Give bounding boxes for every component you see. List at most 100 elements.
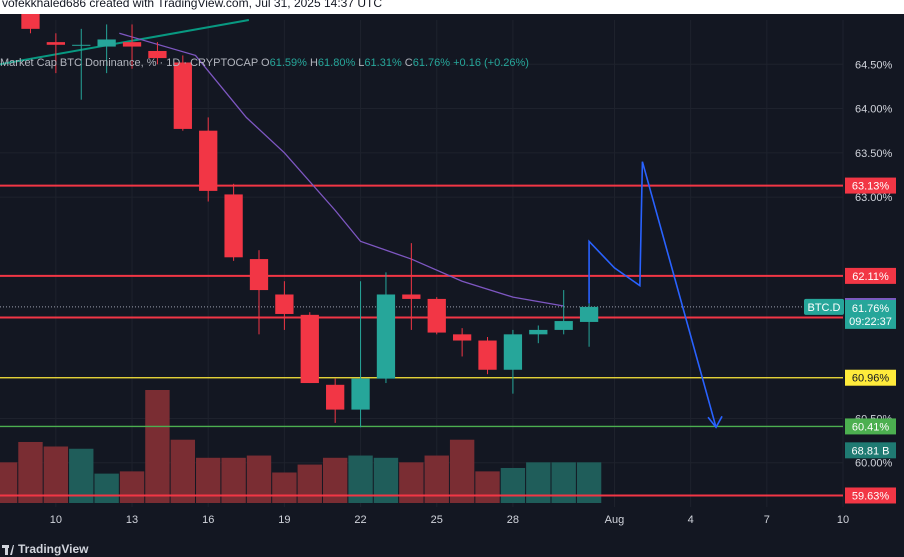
candle-body-4 (122, 42, 142, 47)
candle-body-13 (351, 378, 370, 410)
symbol-tag: BTC.D (808, 302, 841, 314)
legend-symbol: Market Cap BTC Dominance, % · 1D · CRYPT… (0, 57, 258, 69)
volume-bar-22 (526, 462, 551, 503)
volume-bar-1 (0, 462, 18, 503)
level-tag-1: 62.11% (852, 271, 889, 283)
candle-body-11 (300, 314, 319, 384)
volume-bar-3 (43, 446, 69, 503)
candle-body-9 (249, 259, 269, 291)
level-tag-5-bg (845, 487, 896, 504)
projection-arrow-head (707, 415, 723, 429)
x-tick-label-4: 22 (354, 514, 366, 526)
y-tick-label-3: 63.50% (855, 148, 893, 160)
projection-path (588, 161, 717, 428)
candle-body-12 (326, 384, 345, 410)
current-price-tag-bg (845, 299, 896, 329)
x-tick-label-9: 7 (764, 514, 770, 526)
candle-body-20 (529, 329, 548, 335)
legend-open-label: O (261, 57, 270, 69)
candle-body-5 (148, 50, 167, 59)
level-tag-4: 60.41% (852, 421, 890, 433)
legend-open: 61.59% (269, 57, 307, 69)
level-tag-3-bg (845, 369, 896, 386)
price-tag-1: 68.81 B (852, 445, 890, 457)
volume-bar-4 (69, 448, 94, 503)
y-tick-label-5: 64.50% (855, 59, 893, 71)
level-tag-3: 60.96% (852, 373, 890, 385)
volume-bar-21 (500, 467, 526, 503)
tradingview-logo-icon (2, 544, 14, 555)
candle-body-6 (173, 62, 192, 129)
chart[interactable]: 60.00%60.50%63.00%63.50%64.00%64.50%63.1… (0, 14, 904, 536)
x-tick-label-10: 10 (837, 514, 849, 526)
projection-layer (588, 161, 723, 429)
candle-body-3 (97, 39, 116, 47)
y-tick-label-0: 60.00% (855, 458, 893, 470)
candles (21, 14, 599, 428)
y-tick-label-2: 63.00% (855, 192, 893, 204)
level-tag-1-bg (845, 267, 896, 284)
tradingview-brand: TradingView (2, 542, 88, 556)
moving-average-layer (119, 32, 564, 307)
candle-body-19 (503, 334, 523, 370)
volume-bars (0, 390, 602, 503)
ohlc-legend: Market Cap BTC Dominance, % · 1D · CRYPT… (0, 57, 529, 69)
level-tag-4-bg (845, 418, 896, 435)
legend-close-label: C (404, 57, 413, 69)
candle-body-2 (72, 44, 91, 46)
candle-body-17 (452, 334, 472, 341)
volume-bar-23 (551, 462, 576, 503)
volume-bar-17 (399, 462, 424, 503)
volume-bar-2 (18, 441, 43, 503)
candle-body-18 (478, 340, 497, 370)
candle-body-1 (46, 42, 66, 45)
legend-high-label: H (309, 57, 318, 69)
price-axis: 60.00%60.50%63.00%63.50%64.00%64.50%63.1… (804, 59, 896, 504)
brand-name: TradingView (18, 542, 89, 556)
x-tick-label-5: 25 (431, 514, 443, 526)
legend-low: 61.31% (364, 57, 402, 69)
volume-bar-13 (297, 464, 322, 503)
level-tag-5: 59.63% (852, 490, 890, 502)
y-tick-label-4: 64.00% (855, 104, 893, 116)
current-price-countdown: 09:22:37 (849, 316, 892, 328)
volume-bar-12 (272, 472, 297, 503)
grid (0, 20, 844, 507)
level-tag-0: 63.13% (852, 181, 890, 193)
candle-body-14 (376, 294, 396, 379)
legend-low-label: L (358, 57, 365, 69)
volume-bar-6 (119, 471, 145, 503)
x-tick-label-1: 13 (126, 514, 138, 526)
time-axis: 10 13 16 19 22 25 28 Aug 4 7 10 (50, 514, 849, 526)
candle-body-15 (402, 294, 421, 299)
symbol-tag-bg (804, 298, 844, 315)
legend-close: 61.76% (412, 57, 451, 69)
x-tick-label-6: 28 (507, 514, 519, 526)
author-bar: vofekkhaled686 created with TradingView.… (0, 0, 904, 14)
candle-body-22 (579, 306, 599, 322)
candle-body-0 (21, 14, 40, 29)
x-tick-label-7: Aug (605, 514, 625, 526)
volume-bar-19 (449, 439, 475, 503)
x-tick-label-0: 10 (50, 514, 62, 526)
price-tag-1-bg (845, 442, 896, 459)
volume-bar-24 (576, 462, 602, 503)
candle-body-16 (427, 298, 446, 333)
candle-body-10 (275, 294, 294, 314)
x-tick-label-2: 16 (202, 514, 214, 526)
volume-bar-7 (145, 390, 170, 503)
level-tag-0-bg (845, 177, 896, 194)
moving-average-line (119, 32, 564, 307)
x-tick-label-8: 4 (688, 514, 694, 526)
candle-body-21 (554, 321, 573, 330)
x-tick-label-3: 19 (278, 514, 290, 526)
legend-change: +0.16 (+0.26%) (453, 57, 529, 69)
legend-high: 61.80% (317, 57, 356, 69)
candle-body-7 (199, 130, 218, 191)
volume-bar-8 (170, 439, 196, 503)
candle-body-8 (224, 194, 243, 258)
horizontal-levels (0, 184, 843, 497)
author-line: vofekkhaled686 created with TradingView.… (2, 0, 383, 10)
current-price-value: 61.76% (852, 303, 890, 315)
volume-bar-20 (475, 471, 500, 503)
